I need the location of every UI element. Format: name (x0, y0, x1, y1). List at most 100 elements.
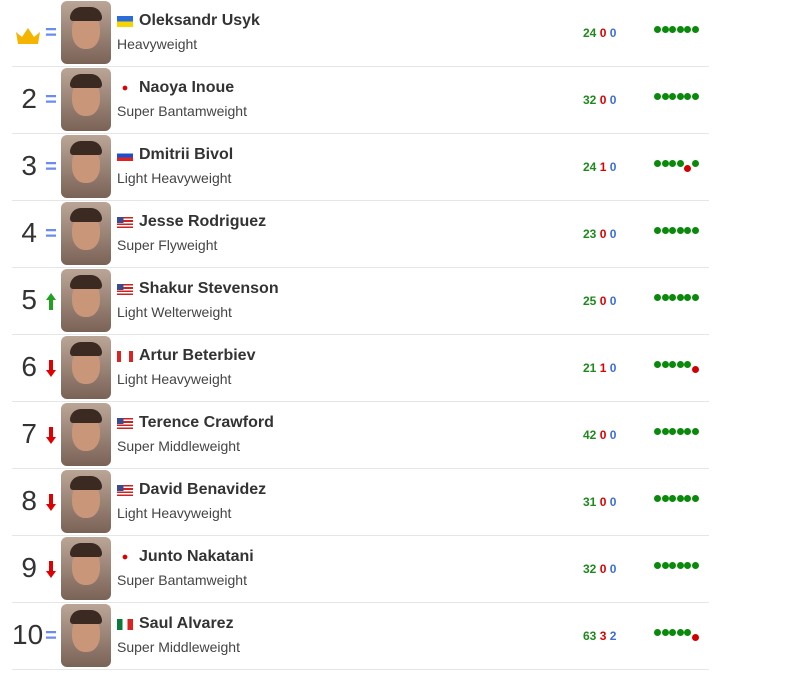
win-dot (654, 629, 661, 636)
win-dot (661, 629, 669, 636)
rank-number: 6 (21, 351, 37, 382)
boxer-photo[interactable] (61, 336, 111, 399)
arrow-down-icon (46, 494, 56, 511)
boxer-name[interactable]: Naoya Inoue (139, 79, 235, 96)
losses: 1 (599, 160, 607, 174)
boxer-photo[interactable] (61, 135, 111, 198)
boxer-row[interactable]: 10 = Saul Alvarez Super Middleweight 63 3 2 (12, 603, 709, 670)
win-dot (676, 160, 684, 167)
win-dot (661, 562, 669, 569)
win-dot (691, 93, 699, 100)
boxer-photo[interactable] (61, 269, 111, 332)
win-dot (669, 562, 676, 569)
boxer-row[interactable]: 6 Artur Beterbiev Light Heavyweight 21 1 0 (12, 335, 709, 402)
recent-form (654, 428, 699, 435)
boxer-photo[interactable] (61, 68, 111, 131)
boxer-photo[interactable] (61, 202, 111, 265)
arrow-down-icon (46, 360, 56, 377)
boxer-photo[interactable] (61, 470, 111, 533)
flag-icon-ca (117, 350, 133, 362)
weight-class: Light Welterweight (117, 304, 232, 320)
win-dot (661, 428, 669, 435)
weight-class: Super Bantamweight (117, 572, 247, 588)
boxer-name[interactable]: Oleksandr Usyk (139, 12, 260, 29)
boxer-photo[interactable] (61, 1, 111, 64)
draws: 0 (609, 428, 617, 442)
boxer-name[interactable]: Artur Beterbiev (139, 347, 256, 364)
win-dot (676, 26, 684, 33)
flag-icon-us (117, 417, 133, 429)
win-dot (684, 294, 691, 301)
boxer-name[interactable]: Shakur Stevenson (139, 280, 279, 297)
losses: 0 (599, 93, 607, 107)
win-dot (684, 93, 691, 100)
boxer-row[interactable]: 9 Junto Nakatani Super Bantamweight 32 0 0 (12, 536, 709, 603)
recent-form (654, 93, 699, 100)
win-dot (654, 495, 661, 502)
win-dot (669, 294, 676, 301)
draws: 0 (609, 26, 617, 40)
record: 63 3 2 (583, 629, 616, 643)
recent-form (654, 160, 699, 172)
rank-number: 2 (21, 83, 37, 114)
boxer-row[interactable]: 2 = Naoya Inoue Super Bantamweight 32 0 0 (12, 67, 709, 134)
weight-class: Light Heavyweight (117, 170, 232, 186)
weight-class: Heavyweight (117, 36, 198, 52)
flag-icon-mx (117, 618, 133, 630)
boxer-row[interactable]: = Oleksandr Usyk Heavyweight 24 0 0 (12, 0, 709, 67)
boxer-row[interactable]: 7 Terence Crawford Super Middleweight 42 0 … (12, 402, 709, 469)
record: 24 1 0 (583, 160, 616, 174)
win-dot (684, 26, 691, 33)
win-dot (654, 227, 661, 234)
rank-number: 3 (21, 150, 37, 181)
boxer-name[interactable]: David Benavidez (139, 481, 267, 498)
recent-form (654, 227, 699, 234)
arrow-up-icon (46, 293, 56, 310)
wins: 32 (583, 562, 597, 576)
rank-number: 8 (21, 485, 37, 516)
boxer-name[interactable]: Junto Nakatani (139, 548, 254, 565)
recent-form (654, 361, 699, 373)
boxer-row[interactable]: 5 Shakur Stevenson Light Welterweight 25 0 … (12, 268, 709, 335)
record: 23 0 0 (583, 227, 616, 241)
loss-dot (684, 165, 691, 172)
win-dot (669, 160, 676, 167)
boxer-row[interactable]: 8 David Benavidez Light Heavyweight 31 0 0 (12, 469, 709, 536)
losses: 3 (599, 629, 607, 643)
losses: 0 (599, 428, 607, 442)
rank-number: 10 (12, 619, 44, 650)
win-dot (654, 26, 661, 33)
win-dot (654, 428, 661, 435)
win-dot (684, 227, 691, 234)
win-dot (684, 428, 691, 435)
wins: 31 (583, 495, 597, 509)
boxer-name[interactable]: Terence Crawford (139, 414, 274, 431)
boxer-photo[interactable] (61, 537, 111, 600)
boxer-name[interactable]: Jesse Rodriguez (139, 213, 267, 230)
boxer-name[interactable]: Dmitrii Bivol (139, 146, 234, 163)
boxer-photo[interactable] (61, 604, 111, 667)
flag-icon-us (117, 216, 133, 228)
win-dot (676, 93, 684, 100)
boxer-row[interactable]: 4 = Jesse Rodriguez Super Flyweight 23 0 0 (12, 201, 709, 268)
loss-dot (691, 634, 699, 641)
win-dot (669, 361, 676, 368)
draws: 2 (609, 629, 617, 643)
weight-class: Light Heavyweight (117, 371, 232, 387)
boxer-photo[interactable] (61, 403, 111, 466)
boxer-name[interactable]: Saul Alvarez (139, 615, 234, 632)
rank-number: 4 (21, 217, 37, 248)
win-dot (691, 428, 699, 435)
boxer-row[interactable]: 3 = Dmitrii Bivol Light Heavyweight 24 1 0 (12, 134, 709, 201)
win-dot (684, 629, 691, 636)
crown-icon (16, 28, 40, 44)
win-dot (676, 495, 684, 502)
wins: 23 (583, 227, 597, 241)
win-dot (661, 93, 669, 100)
win-dot (669, 428, 676, 435)
arrow-down-icon (46, 561, 56, 578)
recent-form (654, 495, 699, 502)
win-dot (676, 428, 684, 435)
no-change-icon: = (45, 156, 57, 178)
draws: 0 (609, 361, 617, 375)
